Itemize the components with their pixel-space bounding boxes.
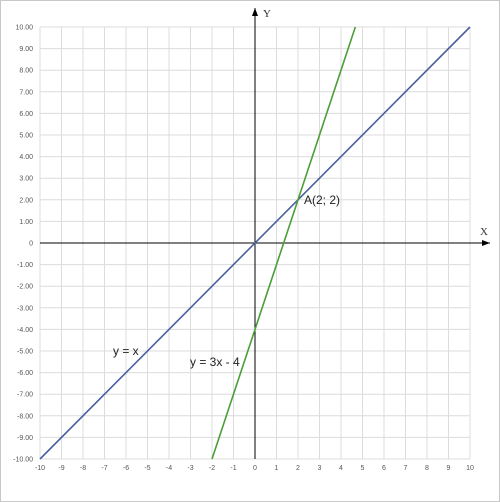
y-tick-label: -6.00 [17, 370, 33, 377]
x-tick-label: 7 [404, 465, 408, 472]
x-tick-label: 3 [318, 465, 322, 472]
y-tick-label: -7.00 [17, 392, 33, 399]
series-line-1 [39, 26, 471, 460]
x-tick-label: 5 [361, 465, 365, 472]
y-tick-label: 5.00 [19, 133, 33, 140]
y-tick-label: -1.00 [17, 262, 33, 269]
y-tick-label: 8.00 [19, 68, 33, 75]
x-tick-label: -2 [209, 465, 215, 472]
x-tick-label: -5 [144, 465, 150, 472]
y-tick-label: -3.00 [17, 305, 33, 312]
x-tick-label: 1 [275, 465, 279, 472]
y-tick-label: 3.00 [19, 176, 33, 183]
y-tick-label: -10.00 [13, 457, 33, 464]
y-tick-label: 6.00 [19, 111, 33, 118]
x-axis-label: X [480, 226, 488, 238]
y-axis-label: Y [263, 8, 271, 20]
y-tick-label: -4.00 [17, 327, 33, 334]
x-tick-label: -10 [35, 465, 45, 472]
y-tick-label: -8.00 [17, 413, 33, 420]
tick-labels: -10 -9 -8 -7 -6 -5 -4 -3 -2 -1 0 1 2 3 4 5 6 7 8 9 1010.009.… [13, 25, 474, 473]
x-tick-label: -9 [58, 465, 64, 472]
y-tick-label: 0 [29, 241, 33, 248]
series-line-2 [211, 26, 357, 460]
x-tick-label: -4 [166, 465, 172, 472]
y-tick-label: 7.00 [19, 89, 33, 96]
x-tick-label: 10 [466, 465, 474, 472]
x-tick-label: 4 [339, 465, 343, 472]
y-tick-label: -2.00 [17, 284, 33, 291]
x-axis-arrow [482, 240, 490, 246]
series-lines [39, 26, 471, 460]
x-tick-label: 6 [382, 465, 386, 472]
x-tick-label: 9 [447, 465, 451, 472]
y-tick-label: 9.00 [19, 46, 33, 53]
axes: XY [40, 8, 490, 459]
y-axis-arrow [252, 8, 258, 16]
y-tick-label: -9.00 [17, 435, 33, 442]
x-tick-label: -7 [101, 465, 107, 472]
intersection-label: A(2; 2) [304, 193, 340, 207]
annotations: y = x y = 3x - 4 A(2; 2) [113, 193, 340, 369]
x-tick-label: 8 [425, 465, 429, 472]
x-tick-label: 2 [296, 465, 300, 472]
x-tick-label: -8 [80, 465, 86, 472]
y-tick-label: -5.00 [17, 349, 33, 356]
x-tick-label: 0 [253, 465, 257, 472]
x-tick-label: -3 [187, 465, 193, 472]
x-tick-label: -1 [230, 465, 236, 472]
y-tick-label: 2.00 [19, 197, 33, 204]
series-label-1: y = x [113, 344, 139, 358]
y-tick-label: 1.00 [19, 219, 33, 226]
y-tick-label: 10.00 [15, 25, 33, 32]
y-tick-label: 4.00 [19, 154, 33, 161]
x-tick-label: -6 [123, 465, 129, 472]
series-label-2: y = 3x - 4 [190, 355, 240, 369]
